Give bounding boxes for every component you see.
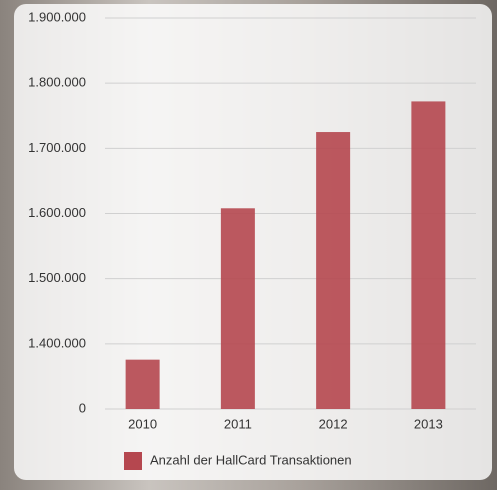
y-tick-label: 1.900.000 [28, 9, 86, 24]
y-tick-label: 1.700.000 [28, 140, 86, 155]
bar [125, 359, 160, 409]
y-tick-label: 1.800.000 [28, 75, 86, 90]
bar [411, 101, 446, 409]
legend-label: Anzahl der HallCard Transaktionen [150, 452, 352, 467]
x-tick-label: 2011 [224, 416, 252, 431]
x-tick-label: 2012 [319, 416, 348, 431]
y-tick-label: 1.400.000 [28, 335, 86, 350]
legend-swatch [124, 452, 142, 470]
y-tick-label: 0 [79, 400, 86, 415]
y-tick-label: 1.500.000 [28, 270, 86, 285]
x-tick-label: 2013 [414, 416, 443, 431]
x-tick-label: 2010 [128, 416, 157, 431]
bar [316, 132, 351, 409]
bar [220, 208, 255, 409]
y-tick-label: 1.600.000 [28, 205, 86, 220]
